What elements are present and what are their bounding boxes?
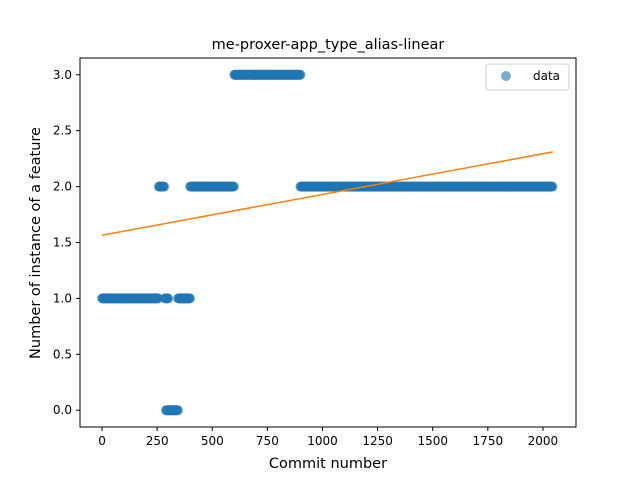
x-tick-label: 500	[201, 434, 224, 448]
data-point	[185, 293, 195, 304]
x-tick-label: 1500	[417, 434, 448, 448]
plot-area	[97, 69, 558, 416]
y-tick-label: 1.0	[53, 291, 72, 305]
data-point	[163, 293, 174, 304]
x-tick-label: 2000	[528, 434, 559, 448]
scatter-series	[97, 69, 558, 416]
data-point	[547, 181, 558, 192]
y-tick-label: 2.5	[53, 124, 72, 138]
y-tick-label: 3.0	[53, 68, 72, 82]
data-point	[228, 181, 239, 192]
legend-label: data	[533, 69, 560, 83]
x-axis-label: Commit number	[269, 456, 387, 472]
x-tick-label: 0	[98, 434, 106, 448]
x-tick-label: 1000	[307, 434, 338, 448]
y-axis-label: Number of instance of a feature	[28, 127, 44, 359]
data-point	[295, 69, 306, 80]
y-tick-label: 0.5	[53, 347, 72, 361]
y-axis: 0.0 0.5 1.0 1.5 2.0 2.5 3.0	[53, 68, 80, 417]
x-axis: 0 250 500 750 1000 1250 1500 1750 2000	[98, 427, 558, 448]
chart-title: me-proxer-app_type_alias-linear	[212, 37, 445, 53]
legend-box	[485, 63, 570, 91]
x-tick-label: 750	[256, 434, 279, 448]
y-tick-label: 1.5	[53, 236, 72, 250]
y-tick-label: 2.0	[53, 180, 72, 194]
x-tick-label: 250	[146, 434, 169, 448]
y-tick-label: 0.0	[53, 403, 72, 417]
fit-line	[101, 151, 554, 236]
data-point	[172, 405, 183, 416]
x-tick-label: 1250	[362, 434, 393, 448]
x-tick-label: 1750	[473, 434, 504, 448]
legend-marker	[501, 71, 511, 81]
legend: data	[485, 63, 570, 91]
plot-frame	[79, 57, 577, 428]
data-point	[159, 181, 170, 192]
